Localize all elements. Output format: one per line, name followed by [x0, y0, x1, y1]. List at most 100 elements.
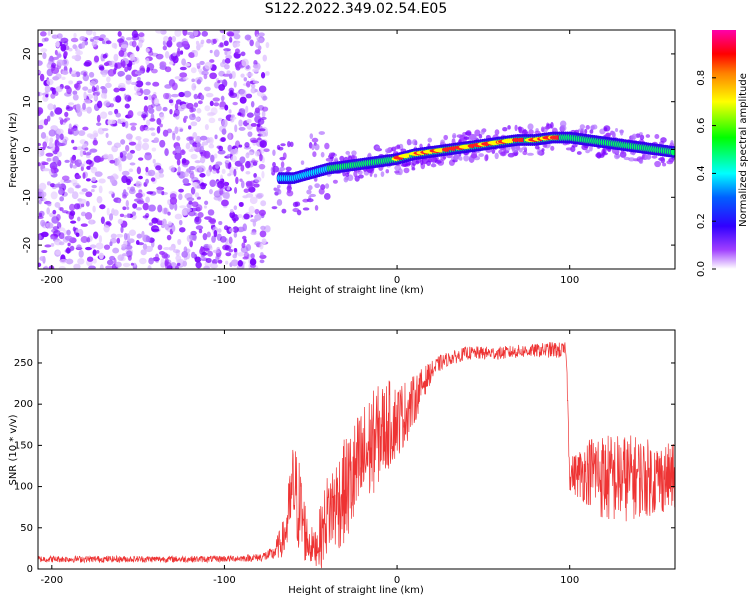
- noise-speckle: [125, 74, 132, 81]
- noise-speckle: [162, 40, 166, 46]
- noise-speckle: [136, 166, 142, 175]
- spectrogram-x-tick-label: 100: [560, 275, 579, 286]
- ridge-halo: [420, 159, 424, 166]
- noise-speckle: [112, 247, 120, 254]
- noise-speckle: [119, 213, 125, 218]
- noise-speckle: [95, 91, 101, 96]
- noise-speckle: [107, 140, 113, 146]
- noise-speckle: [42, 141, 48, 149]
- ridge-halo: [638, 159, 644, 164]
- ridge-halo: [603, 125, 611, 132]
- ridge-halo: [285, 166, 292, 172]
- ridge-halo: [452, 133, 457, 139]
- ridge-halo: [339, 155, 345, 162]
- colorbar-tick-label: 0.0: [696, 261, 707, 277]
- noise-speckle: [124, 66, 129, 73]
- noise-speckle: [204, 200, 209, 206]
- noise-speckle: [76, 216, 81, 222]
- noise-speckle: [132, 203, 138, 209]
- noise-speckle: [176, 259, 183, 263]
- noise-speckle: [232, 42, 241, 48]
- ridge-halo: [565, 147, 573, 151]
- noise-speckle: [209, 49, 213, 54]
- noise-speckle: [92, 205, 96, 213]
- noise-speckle: [176, 135, 181, 141]
- ridge-halo: [314, 183, 320, 189]
- noise-speckle: [239, 96, 247, 104]
- spectrogram-y-ticks: -20 -10 0 10 20: [22, 48, 675, 253]
- noise-speckle: [92, 130, 99, 138]
- noise-speckle: [141, 142, 150, 151]
- colorbar-ticks: 0.0 0.2 0.4 0.6 0.8: [696, 70, 716, 277]
- noise-speckle: [76, 80, 83, 85]
- noise-speckle: [162, 106, 168, 112]
- noise-speckle: [117, 198, 121, 204]
- noise-speckle: [75, 184, 81, 189]
- noise-speckle: [181, 209, 188, 216]
- noise-speckle: [145, 57, 150, 66]
- noise-speckle: [151, 217, 159, 224]
- noise-speckle: [191, 182, 199, 187]
- noise-speckle: [220, 137, 226, 142]
- noise-speckle: [162, 218, 167, 227]
- noise-speckle: [78, 159, 82, 164]
- ridge-halo: [544, 125, 551, 130]
- ridge-halo: [408, 161, 412, 166]
- noise-speckle: [40, 48, 48, 53]
- noise-speckle: [148, 222, 154, 226]
- noise-speckle: [195, 204, 203, 212]
- noise-speckle: [100, 92, 107, 99]
- noise-speckle: [161, 207, 169, 215]
- ridge-halo: [459, 134, 466, 141]
- noise-speckle: [49, 137, 54, 143]
- ridge-halo: [478, 133, 483, 139]
- noise-speckle: [190, 230, 197, 236]
- ridge-halo: [292, 207, 300, 213]
- noise-speckle: [102, 40, 106, 45]
- ridge-halo: [550, 145, 555, 151]
- noise-speckle: [240, 51, 246, 57]
- noise-speckle: [164, 262, 172, 269]
- noise-speckle: [259, 259, 265, 264]
- noise-speckle: [157, 244, 163, 251]
- ridge-halo: [345, 172, 350, 177]
- noise-speckle: [135, 136, 142, 141]
- noise-speckle: [38, 234, 42, 241]
- noise-speckle: [50, 243, 55, 247]
- noise-speckle: [117, 31, 122, 37]
- noise-speckle: [123, 214, 127, 218]
- noise-speckle: [213, 102, 220, 107]
- noise-speckle: [85, 246, 93, 251]
- noise-speckle: [186, 234, 193, 243]
- snr-y-tick-label: 200: [14, 399, 33, 410]
- ridge-halo: [400, 163, 408, 167]
- noise-speckle: [86, 237, 91, 243]
- noise-speckle: [69, 245, 75, 251]
- noise-speckle: [224, 245, 231, 251]
- noise-speckle: [163, 35, 169, 42]
- noise-speckle: [93, 231, 99, 239]
- noise-speckle: [47, 103, 54, 111]
- noise-speckle: [91, 177, 97, 182]
- noise-speckle: [210, 263, 218, 269]
- noise-speckle: [55, 250, 61, 256]
- noise-speckle: [228, 87, 235, 94]
- snr-y-ticks: 0 50 100 150 200 250: [14, 358, 675, 575]
- noise-speckle: [166, 234, 172, 241]
- noise-speckle: [80, 163, 85, 168]
- noise-speckle: [155, 53, 164, 60]
- noise-speckle: [119, 152, 124, 159]
- noise-speckle: [145, 81, 151, 86]
- ridge-halo: [484, 154, 489, 162]
- ridge-halo: [605, 132, 612, 137]
- noise-speckle: [230, 114, 235, 118]
- ridge-halo: [279, 167, 286, 172]
- noise-speckle: [212, 169, 217, 174]
- ridge-halo: [302, 207, 310, 211]
- noise-speckle: [98, 178, 106, 184]
- noise-speckle: [261, 238, 267, 245]
- noise-speckle: [82, 102, 86, 111]
- noise-speckle: [127, 255, 132, 261]
- noise-speckle: [59, 196, 65, 202]
